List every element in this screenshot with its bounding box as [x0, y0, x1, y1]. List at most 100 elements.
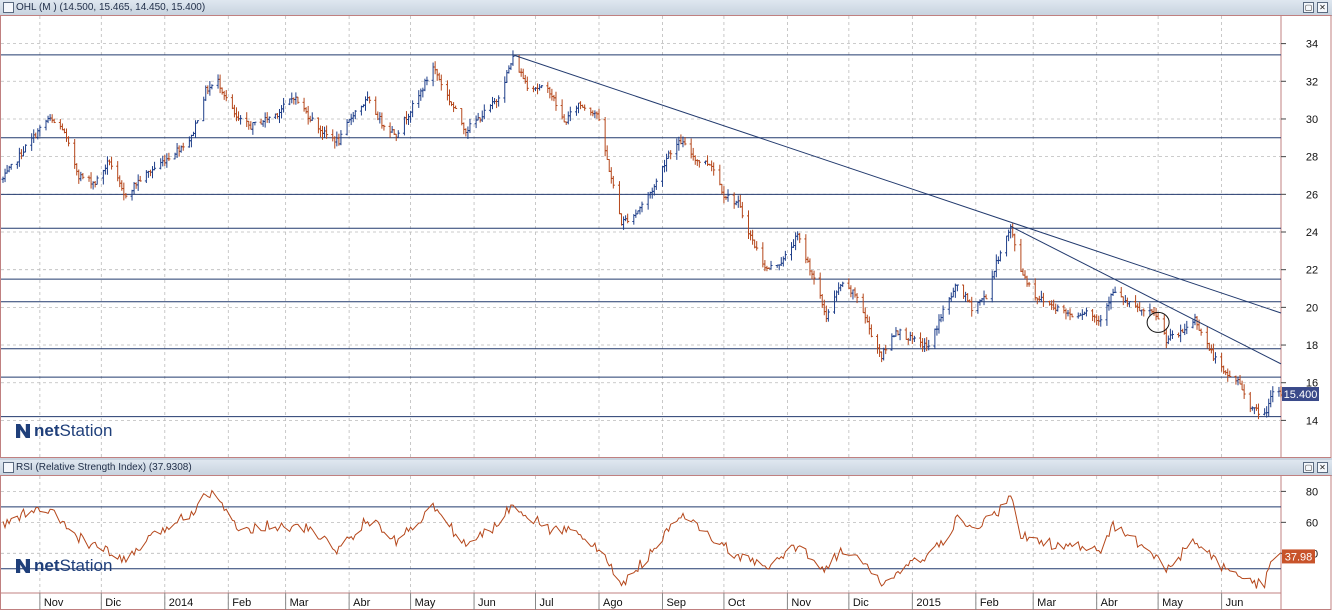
ohlc-bar: [626, 213, 630, 224]
rsi-chart[interactable]: 406080NovDic2014FebMarAbrMayJunJulAgoSep…: [0, 475, 1332, 610]
rsi-last-value-label: 37.98: [1285, 551, 1313, 563]
ohlc-bar: [454, 105, 458, 109]
ohlc-bar: [540, 85, 544, 89]
ohlc-bar: [597, 108, 601, 122]
ohlc-bar: [396, 130, 400, 138]
ohlc-bar: [568, 106, 572, 122]
y-axis-area: [1280, 15, 1332, 458]
rsi-line: [2, 489, 1282, 590]
ohlc-bar: [984, 294, 988, 300]
ohlc-bar: [1041, 292, 1045, 307]
ohlc-bar: [282, 97, 286, 113]
plot-area: [0, 15, 1282, 458]
ohlc-bar: [1213, 352, 1217, 364]
ohlc-bar: [310, 112, 314, 121]
main-panel-title: OHL (M ) (14.500, 15.465, 14.450, 15.400…: [16, 2, 206, 13]
ohlc-bar: [67, 136, 71, 147]
ohlc-bar: [52, 118, 56, 124]
rsi-maximize-button[interactable]: ▢: [1303, 462, 1314, 473]
ohlc-bar: [1099, 314, 1103, 327]
ohlc-bar: [812, 270, 816, 285]
ohlc-bar: [81, 172, 85, 180]
ohlc-bar: [167, 152, 171, 162]
ohlc-bar: [497, 95, 501, 107]
ohlc-bar: [755, 241, 759, 251]
ohlc-bar: [1271, 386, 1275, 403]
maximize-button[interactable]: ▢: [1303, 2, 1314, 13]
x-tick-label: Feb: [980, 597, 999, 609]
y-tick-label: 60: [1306, 517, 1318, 529]
ohlc-bar: [267, 116, 271, 124]
ohlc-bar: [368, 96, 372, 104]
ohlc-bar: [697, 159, 701, 168]
main-panel-header: OHL (M ) (14.500, 15.465, 14.450, 15.400…: [0, 0, 1332, 16]
ohlc-bar: [411, 100, 415, 118]
ohlc-bar: [1127, 301, 1131, 308]
ohlc-bar: [927, 339, 931, 351]
ohlc-bar: [869, 324, 873, 338]
x-tick-label: Sep: [666, 597, 686, 609]
x-tick-label: Jun: [478, 597, 496, 609]
ohlc-bar: [24, 144, 28, 153]
ohlc-bar: [1013, 233, 1017, 252]
ohlc-bar: [769, 260, 773, 270]
chart-icon: [3, 2, 14, 13]
x-tick-label: May: [415, 597, 436, 609]
price-chart[interactable]: 14 16 18 20 22 24 26 28 30 32 34 15.400: [0, 15, 1332, 458]
netstation-watermark-rsi: netStation: [16, 556, 112, 576]
ohlc-bar: [640, 201, 644, 213]
ohlc-bar: [1228, 370, 1232, 378]
ohlc-bar: [1242, 384, 1246, 399]
ohlc-bar: [1156, 312, 1160, 320]
panel-separator[interactable]: [0, 458, 1332, 461]
y-tick-label: 28: [1306, 152, 1318, 164]
ohlc-bar: [898, 328, 902, 341]
ohlc-bar: [998, 250, 1002, 262]
close-button[interactable]: ✕: [1317, 2, 1328, 13]
x-tick-label: May: [1162, 597, 1183, 609]
x-tick-label: Dic: [105, 597, 121, 609]
x-tick-label: Ago: [603, 597, 623, 609]
ohlc-bars: [1, 50, 1283, 420]
ohlc-bar: [884, 344, 888, 355]
rsi-panel-header: RSI (Relative Strength Index) (37.9308) …: [0, 460, 1332, 476]
ohlc-bar: [253, 121, 257, 126]
x-tick-label: Abr: [1101, 597, 1118, 609]
netstation-logo-icon: [16, 424, 30, 438]
y-tick-label: 20: [1306, 302, 1318, 314]
x-tick-label: Jul: [540, 597, 554, 609]
ohlc-bar: [468, 118, 472, 134]
rsi-close-button[interactable]: ✕: [1317, 462, 1328, 473]
y-tick-label: 14: [1306, 415, 1318, 427]
ohlc-bar: [181, 142, 185, 151]
ohlc-bar: [110, 156, 114, 170]
y-tick-label: 34: [1306, 39, 1318, 51]
ohlc-bar: [210, 84, 214, 90]
ohlc-bar: [941, 305, 945, 322]
last-price-label: 15.400: [1284, 389, 1318, 401]
ohlc-bar: [9, 163, 13, 170]
chart-icon: [3, 462, 14, 473]
ohlc-bar: [611, 175, 615, 189]
y-tick-label: 24: [1306, 227, 1318, 239]
ohlc-bar: [683, 137, 687, 146]
ohlc-bar: [224, 90, 228, 102]
ohlc-bar: [153, 161, 157, 171]
trend-line: [512, 54, 1282, 314]
ohlc-bar: [841, 281, 845, 288]
ellipse-annotation: [1146, 311, 1170, 333]
x-tick-label: Mar: [290, 597, 309, 609]
y-tick-label: 16: [1306, 378, 1318, 390]
ohlc-bar: [525, 76, 529, 91]
x-tick-label: Dic: [853, 597, 869, 609]
rsi-last-value-badge: [1282, 549, 1315, 564]
ohlc-bar: [712, 162, 716, 176]
ohlc-bar: [1084, 307, 1088, 317]
ohlc-bar: [296, 96, 300, 104]
ohlc-bar: [95, 175, 99, 185]
ohlc-bar: [654, 178, 658, 190]
y-tick-label: 30: [1306, 114, 1318, 126]
ohlc-bar: [1199, 328, 1203, 336]
ohlc-bar: [425, 76, 429, 86]
ohlc-bar: [1027, 281, 1031, 287]
